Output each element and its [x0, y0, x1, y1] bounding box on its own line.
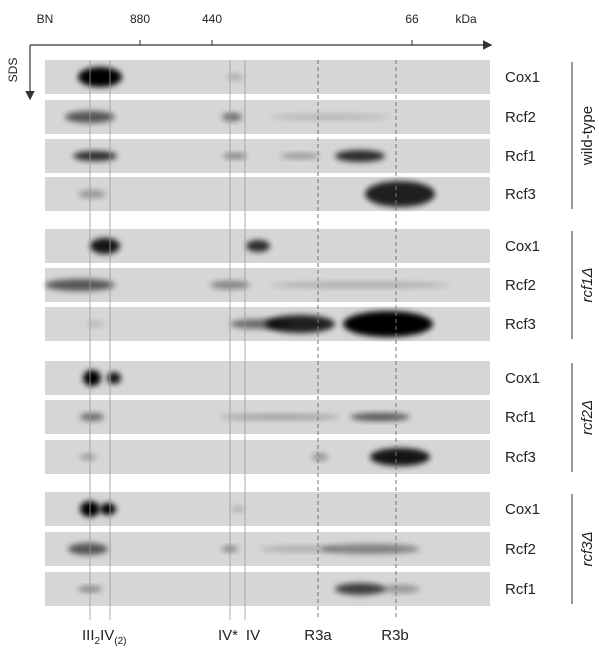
group-label: rcf2Δ [579, 400, 596, 435]
band [343, 311, 433, 337]
band [365, 181, 435, 207]
band [335, 150, 385, 162]
bottom-label: R3b [381, 627, 409, 644]
part: IV [100, 627, 114, 644]
row-label: Rcf1 [505, 409, 536, 426]
row-label: Rcf1 [505, 148, 536, 165]
band [246, 240, 270, 252]
row-label: Rcf3 [505, 449, 536, 466]
bottom-label: IV* [218, 627, 238, 644]
row-label: Rcf2 [505, 541, 536, 558]
band [335, 583, 385, 595]
row-label: Rcf2 [505, 109, 536, 126]
row-label: Rcf3 [505, 316, 536, 333]
blot-strip [45, 100, 490, 134]
row-label: Cox1 [505, 238, 540, 255]
blot-strip [45, 492, 490, 526]
top-label: 440 [202, 12, 222, 26]
band [230, 319, 290, 329]
band [80, 413, 104, 421]
row-label: Rcf2 [505, 277, 536, 294]
top-label: 880 [130, 12, 150, 26]
band [312, 453, 328, 461]
row-label: Cox1 [505, 69, 540, 86]
group-label: rcf3Δ [579, 531, 596, 566]
band [380, 585, 420, 593]
band [83, 370, 101, 386]
band [78, 67, 122, 87]
band [107, 372, 121, 384]
band [232, 506, 244, 512]
complex-label: III2IV(2) [82, 627, 127, 647]
band [73, 151, 117, 161]
band [270, 282, 450, 288]
band [270, 114, 390, 120]
top-label: 66 [405, 12, 419, 26]
group-label: rcf1Δ [579, 267, 596, 302]
row-label: Cox1 [505, 370, 540, 387]
bottom-label: IV [246, 627, 260, 644]
band [320, 544, 420, 554]
band [78, 190, 106, 198]
band [87, 321, 103, 327]
band [280, 153, 320, 159]
band [227, 74, 243, 80]
top-label: BN [37, 12, 54, 26]
group-label: wild-type [579, 106, 596, 166]
band [222, 113, 242, 121]
labels: BN 880 440 66 kDa Cox1 Rcf2 Rcf1 Rcf3 wild-type Co… [37, 12, 596, 644]
band [68, 543, 108, 555]
row-label: Rcf1 [505, 581, 536, 598]
blot-strip [45, 139, 490, 173]
blots [45, 60, 490, 620]
band [80, 454, 96, 460]
bottom-label: R3a [304, 627, 332, 644]
part: (2) [114, 636, 126, 647]
part: 2 [95, 636, 101, 647]
row-label: Cox1 [505, 501, 540, 518]
part: III [82, 627, 95, 644]
band [370, 448, 430, 466]
row-label: Rcf3 [505, 186, 536, 203]
band [220, 414, 340, 420]
blot-strip [45, 572, 490, 606]
band [45, 279, 115, 291]
band [350, 413, 410, 421]
band [90, 238, 120, 254]
top-label: kDa [455, 12, 477, 26]
band [260, 546, 340, 552]
band [223, 153, 247, 159]
band [100, 503, 116, 515]
sds-label: SDS [6, 58, 20, 83]
